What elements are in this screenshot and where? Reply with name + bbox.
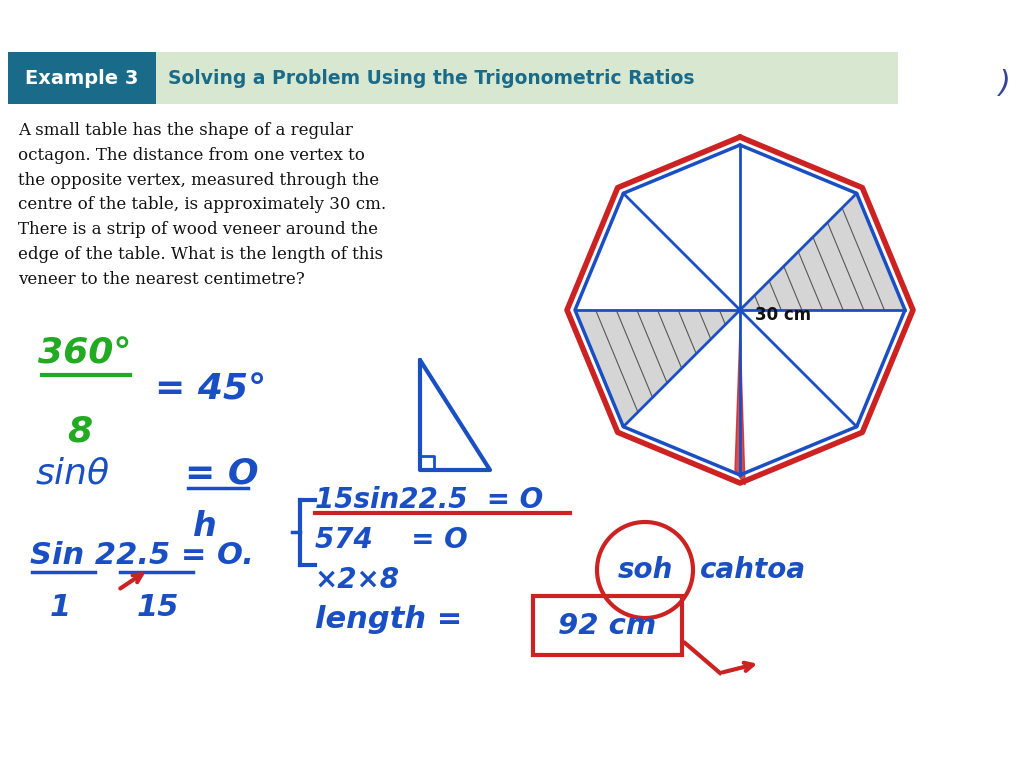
Text: soh: soh: [617, 556, 673, 584]
FancyBboxPatch shape: [8, 52, 898, 104]
Text: = O: = O: [185, 456, 259, 490]
Text: length =: length =: [315, 605, 462, 634]
Text: 30 cm: 30 cm: [755, 306, 811, 324]
Text: 1: 1: [49, 593, 71, 622]
Text: 15sin22.5  = O: 15sin22.5 = O: [315, 486, 544, 514]
Text: = 45°: = 45°: [155, 373, 266, 407]
Text: Sin 22.5 = O.: Sin 22.5 = O.: [30, 541, 254, 570]
Text: h: h: [194, 510, 217, 543]
Text: 92 cm: 92 cm: [558, 611, 656, 640]
FancyBboxPatch shape: [8, 52, 156, 104]
Text: Example 3: Example 3: [26, 68, 138, 88]
Polygon shape: [735, 330, 745, 485]
FancyBboxPatch shape: [534, 596, 682, 655]
Text: 8: 8: [68, 415, 92, 449]
Text: $\mathit{sin}\theta$: $\mathit{sin}\theta$: [35, 456, 111, 490]
Text: 15: 15: [137, 593, 179, 622]
Text: ×2×8: ×2×8: [315, 566, 400, 594]
Polygon shape: [740, 194, 905, 310]
Text: ): ): [999, 68, 1011, 98]
Text: Solving a Problem Using the Trigonometric Ratios: Solving a Problem Using the Trigonometri…: [168, 68, 694, 88]
Text: cahtoa: cahtoa: [700, 556, 806, 584]
Text: 574    = O: 574 = O: [315, 526, 468, 554]
Text: 360°: 360°: [38, 336, 132, 370]
Polygon shape: [575, 310, 740, 427]
Text: A small table has the shape of a regular
octagon. The distance from one vertex t: A small table has the shape of a regular…: [18, 122, 386, 288]
